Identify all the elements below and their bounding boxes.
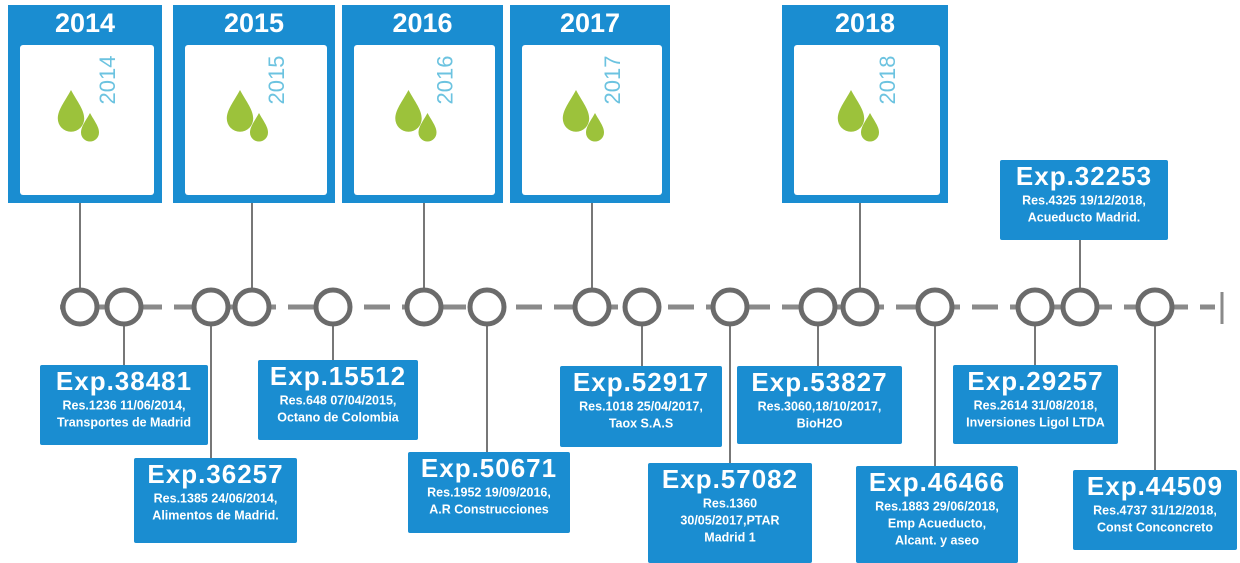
record-detail: Res.4737 31/12/2018, [1093, 503, 1217, 517]
timeline-node [404, 287, 444, 327]
record-detail: Acueducto Madrid. [1028, 210, 1141, 224]
record-card [737, 366, 902, 444]
record-title: Exp.36257 [147, 459, 283, 489]
record-detail: Octano de Colombia [277, 410, 400, 424]
drop-small [586, 113, 604, 142]
timeline-node [622, 287, 662, 327]
timeline-node [232, 287, 272, 327]
record-title: Exp.29257 [967, 366, 1103, 396]
record-title: Exp.38481 [56, 366, 192, 396]
record-detail: Res.1236 11/06/2014, [62, 398, 185, 412]
timeline-node [915, 287, 955, 327]
year-title: 2018 [835, 8, 895, 38]
timeline-node [798, 287, 838, 327]
record-detail: Res.4325 19/12/2018, [1022, 193, 1146, 207]
timeline-node [710, 287, 750, 327]
record-detail: Res.1883 29/06/2018, [875, 499, 999, 513]
record-detail: Res.1360 [703, 496, 757, 510]
record-detail: Res.2614 31/08/2018, [974, 398, 1098, 412]
record-title: Exp.50671 [421, 453, 557, 483]
year-logo-text: 2018 [875, 56, 900, 105]
timeline-node [60, 287, 100, 327]
record-title: Exp.32253 [1016, 161, 1152, 191]
year-title: 2014 [55, 8, 115, 38]
record-card [560, 366, 722, 447]
record-detail: Alimentos de Madrid. [152, 508, 278, 522]
drop-large [57, 90, 85, 132]
year-title: 2017 [560, 8, 620, 38]
drop-small [418, 113, 437, 142]
drop-small [861, 113, 879, 142]
timeline-node [1015, 287, 1055, 327]
record-detail: Madrid 1 [704, 530, 755, 544]
drop-large [395, 90, 422, 132]
record-title: Exp.53827 [751, 367, 887, 397]
record-detail: 30/05/2017,PTAR [680, 513, 779, 527]
year-logo-text: 2014 [95, 56, 120, 105]
record-detail: Res.1385 24/06/2014, [154, 491, 278, 505]
record-card [40, 365, 208, 445]
record-card [1000, 160, 1168, 240]
record-card [1073, 470, 1237, 550]
timeline-node [191, 287, 231, 327]
record-detail: Inversiones Ligol LTDA [966, 415, 1105, 429]
timeline-node [1135, 287, 1175, 327]
record-title: Exp.57082 [662, 464, 798, 494]
drop-large [562, 90, 590, 132]
year-title: 2015 [224, 8, 284, 38]
drop-large [837, 90, 865, 132]
timeline-node [104, 287, 144, 327]
timeline-node [467, 287, 507, 327]
year-logo-text: 2017 [600, 56, 625, 105]
record-title: Exp.44509 [1087, 471, 1223, 501]
timeline-node [572, 287, 612, 327]
record-detail: Const Conconcreto [1097, 520, 1213, 534]
drop-small [81, 113, 99, 142]
record-title: Exp.15512 [270, 361, 406, 391]
record-detail: Taox S.A.S [609, 416, 673, 430]
record-detail: Emp Acueducto, [888, 516, 986, 530]
record-title: Exp.46466 [869, 467, 1005, 497]
record-title: Exp.52917 [573, 367, 709, 397]
year-logo-text: 2016 [432, 56, 457, 105]
record-card [953, 365, 1118, 444]
timeline-node [1060, 287, 1100, 327]
drop-large [226, 90, 254, 132]
record-detail: Res.648 07/04/2015, [280, 393, 397, 407]
record-card [856, 466, 1018, 563]
record-detail: Res.3060,18/10/2017, [758, 399, 882, 413]
record-card [408, 452, 570, 533]
record-detail: Res.1952 19/09/2016, [427, 485, 551, 499]
year-logo-text: 2015 [264, 56, 289, 105]
timeline-node [313, 287, 353, 327]
record-detail: Alcant. y aseo [895, 533, 979, 547]
record-detail: BioH2O [797, 416, 843, 430]
year-title: 2016 [392, 8, 452, 38]
drop-small [250, 113, 268, 142]
record-card [648, 463, 812, 563]
record-detail: A.R Construcciones [429, 502, 549, 516]
record-detail: Transportes de Madrid [57, 415, 191, 429]
record-card [134, 458, 297, 543]
record-card [258, 360, 418, 440]
timeline-node [840, 287, 880, 327]
record-detail: Res.1018 25/04/2017, [579, 399, 703, 413]
